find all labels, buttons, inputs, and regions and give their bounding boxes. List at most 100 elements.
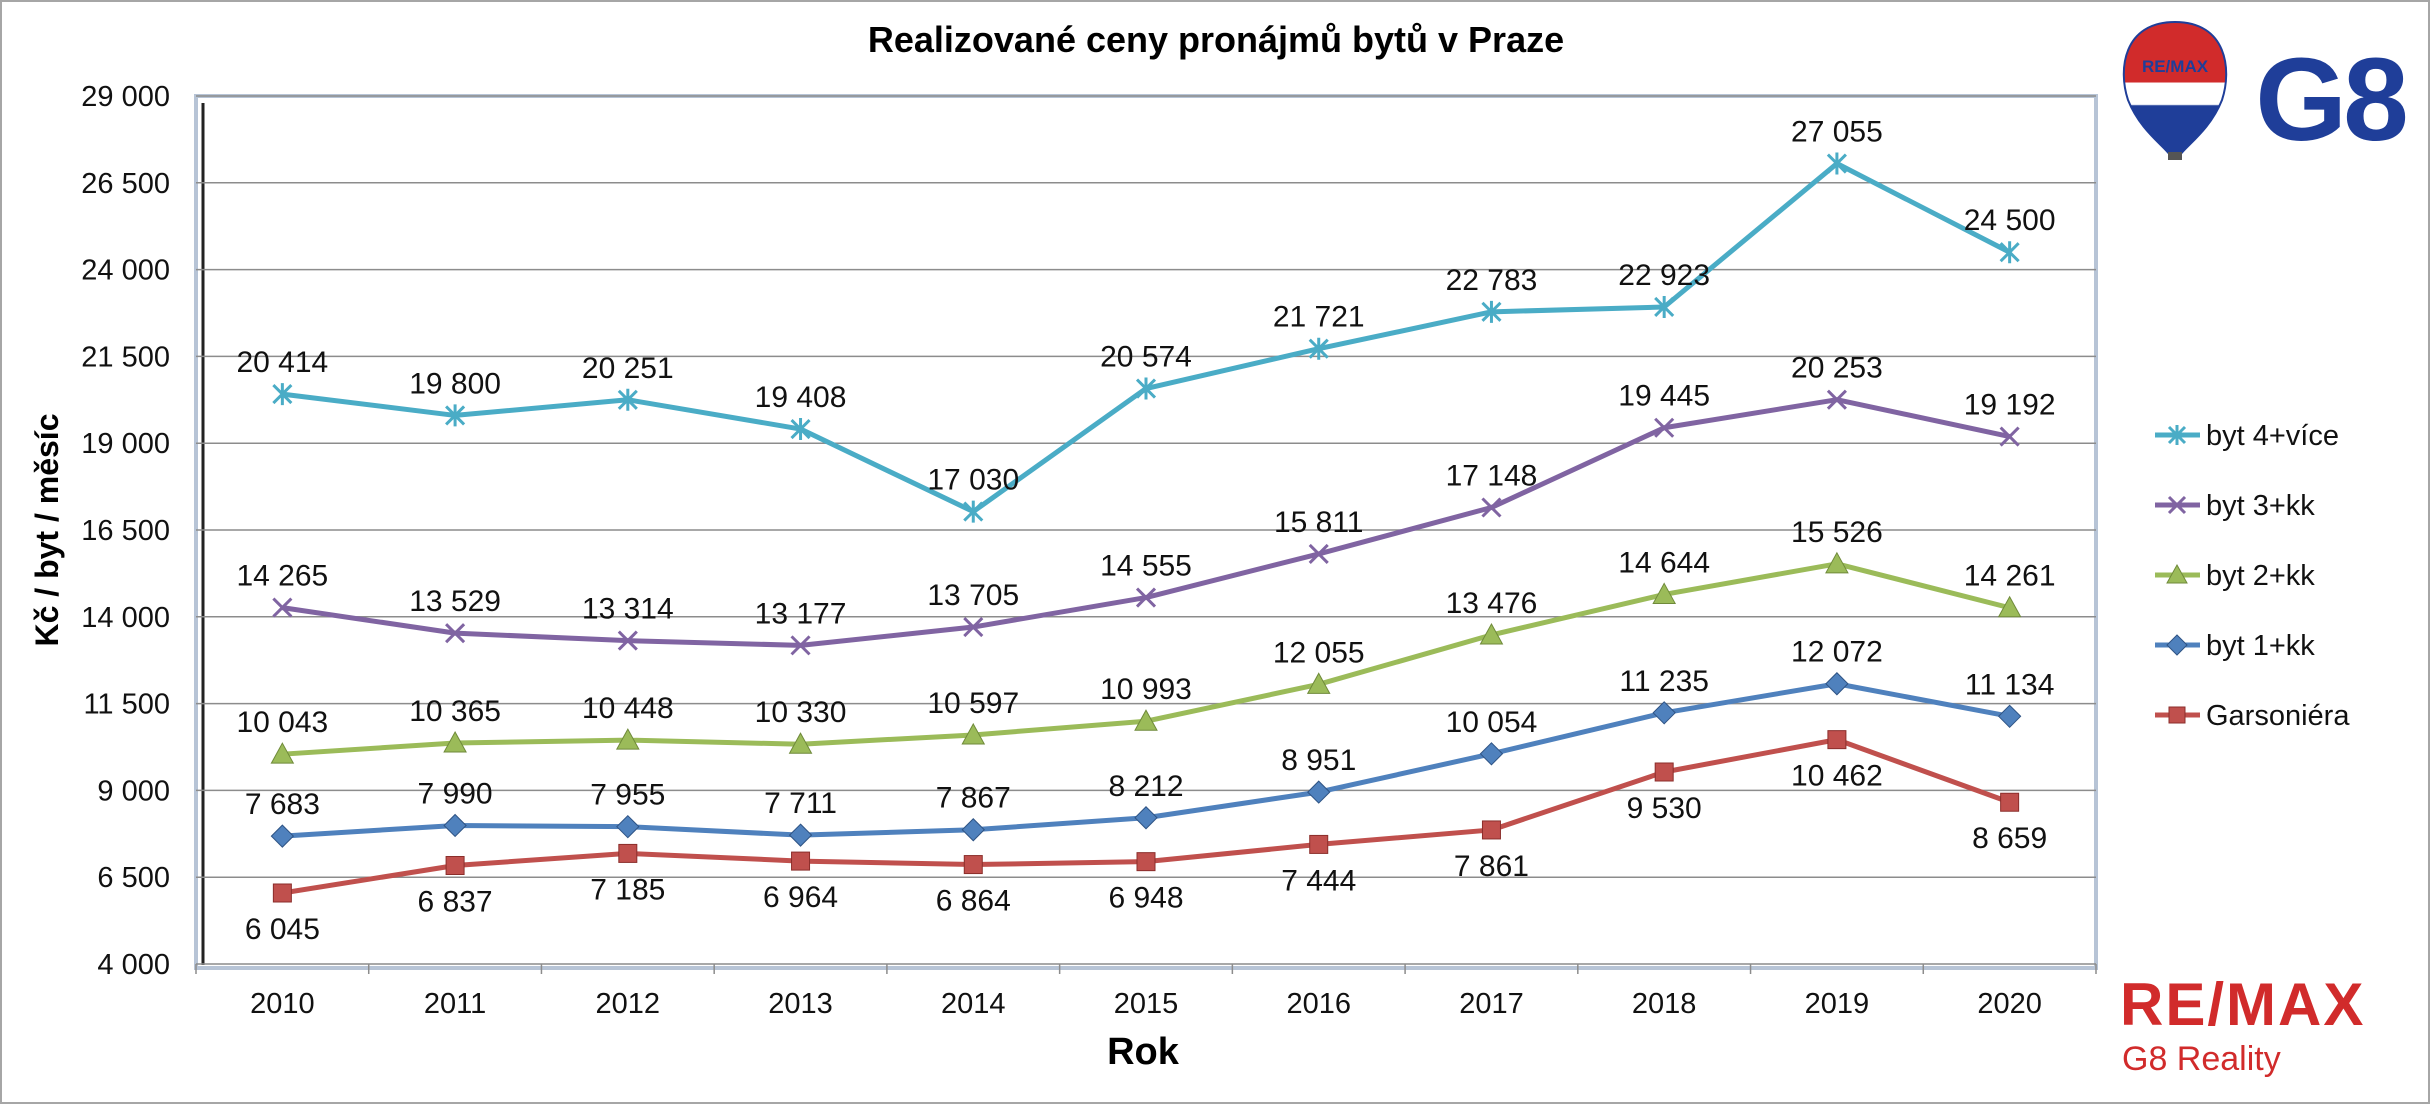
data-label: 10 462 <box>1791 760 1883 793</box>
y-tick-label: 4 000 <box>97 949 170 981</box>
data-point <box>1826 152 1847 175</box>
data-label: 13 529 <box>409 585 501 618</box>
series-3 <box>270 672 2022 848</box>
g8-logo-text: G8 <box>2255 34 2405 166</box>
data-point <box>788 823 813 847</box>
data-point <box>618 843 638 863</box>
data-labels-layer: 20 414 19 800 20 251 19 408 17 030 20 574 21 7… <box>236 116 2055 946</box>
gridlines <box>195 95 2097 974</box>
data-point <box>272 383 293 406</box>
data-point <box>1135 377 1157 400</box>
data-label: 6 837 <box>418 885 493 918</box>
data-point <box>2000 792 2020 812</box>
data-point <box>963 500 984 523</box>
legend-item: byt 2+kk <box>2155 560 2315 592</box>
data-point <box>1652 582 1677 604</box>
data-label: 9 530 <box>1627 792 1702 825</box>
y-tick-label: 24 000 <box>81 255 170 287</box>
data-label: 10 330 <box>755 696 847 729</box>
legend-label: byt 4+více <box>2206 420 2339 452</box>
data-point <box>272 597 293 618</box>
data-label: 6 045 <box>245 913 320 946</box>
data-label: 14 644 <box>1618 546 1710 579</box>
footer-brand-sub: G8 Reality <box>2122 1040 2281 1078</box>
data-point <box>1306 672 1331 694</box>
data-point <box>1481 820 1501 840</box>
data-point <box>1654 295 1675 318</box>
x-tick-label: 2015 <box>1114 988 1179 1020</box>
balloon-text: RE/MAX <box>2142 57 2209 76</box>
data-label: 10 043 <box>236 706 328 739</box>
data-point <box>615 728 640 750</box>
legend-label: byt 2+kk <box>2206 560 2315 592</box>
data-label: 11 134 <box>1965 668 2055 701</box>
data-label: 10 993 <box>1100 673 1192 706</box>
data-point <box>1479 622 1504 645</box>
data-label: 6 948 <box>1108 882 1183 915</box>
data-point <box>1135 587 1157 608</box>
data-label: 7 711 <box>764 787 837 820</box>
y-tick-label: 29 000 <box>81 81 170 113</box>
data-point <box>790 635 811 656</box>
data-point <box>1826 389 1847 410</box>
data-point <box>617 388 638 411</box>
x-axis-title: Rok <box>1107 1031 1180 1073</box>
x-tick-label: 2010 <box>250 988 315 1020</box>
legend-marker <box>2167 425 2187 445</box>
data-label: 15 811 <box>1274 506 1364 539</box>
legend: byt 4+více byt 3+kk byt 2+kk byt 1+kk Garson… <box>2155 420 2350 732</box>
data-label: 19 800 <box>409 367 501 400</box>
data-label: 20 414 <box>236 346 328 379</box>
data-point <box>963 616 984 638</box>
x-tick-label: 2016 <box>1286 988 1351 1020</box>
data-label: 8 951 <box>1281 744 1356 777</box>
data-label: 24 500 <box>1964 204 2056 237</box>
balloon-basket-icon <box>2168 152 2182 160</box>
data-point <box>788 732 813 754</box>
footer-brand: RE/MAX G8 Reality <box>2120 971 2363 1078</box>
data-label: 13 476 <box>1446 587 1538 620</box>
series-layer <box>270 152 2022 903</box>
data-point <box>790 418 811 441</box>
data-label: 15 526 <box>1791 516 1883 549</box>
data-label: 20 574 <box>1100 341 1192 374</box>
data-label: 6 964 <box>763 881 838 914</box>
data-label: 21 721 <box>1273 301 1365 334</box>
data-point <box>445 404 466 427</box>
x-tick-label: 2012 <box>596 988 661 1020</box>
x-tick-label: 2018 <box>1632 988 1697 1020</box>
data-point <box>445 855 465 875</box>
y-tick-label: 9 000 <box>97 775 170 807</box>
data-label: 8 212 <box>1108 770 1183 803</box>
data-point <box>1997 595 2022 618</box>
legend-label: byt 1+kk <box>2206 630 2315 662</box>
data-label: 14 261 <box>1964 560 2056 593</box>
data-point <box>1654 417 1675 438</box>
data-point <box>1652 701 1676 725</box>
data-point <box>443 730 467 753</box>
y-tick-labels: 4 000 6 500 9 000 11 500 14 000 16 500 19 000 2… <box>81 81 170 981</box>
data-label: 27 055 <box>1791 116 1883 149</box>
data-point <box>1308 543 1329 564</box>
y-tick-label: 6 500 <box>97 862 170 894</box>
series-2 <box>270 551 2022 764</box>
data-label: 7 185 <box>590 873 665 906</box>
legend-marker <box>2166 563 2188 584</box>
data-label: 14 265 <box>236 560 328 593</box>
series-0 <box>272 152 2020 523</box>
data-label: 22 923 <box>1618 259 1710 292</box>
data-point <box>445 623 466 644</box>
chart-title: Realizované ceny pronájmů bytů v Praze <box>868 19 1564 60</box>
x-tick-label: 2020 <box>1977 988 2042 1020</box>
data-label: 8 659 <box>1972 822 2047 855</box>
data-point <box>616 814 640 839</box>
data-point <box>1134 709 1158 731</box>
data-point <box>1825 551 1849 574</box>
legend-label: Garsoniéra <box>2206 700 2350 732</box>
data-label: 7 444 <box>1281 864 1356 897</box>
y-tick-label: 14 000 <box>81 602 170 634</box>
data-point <box>617 630 638 651</box>
data-label: 10 365 <box>409 695 501 728</box>
